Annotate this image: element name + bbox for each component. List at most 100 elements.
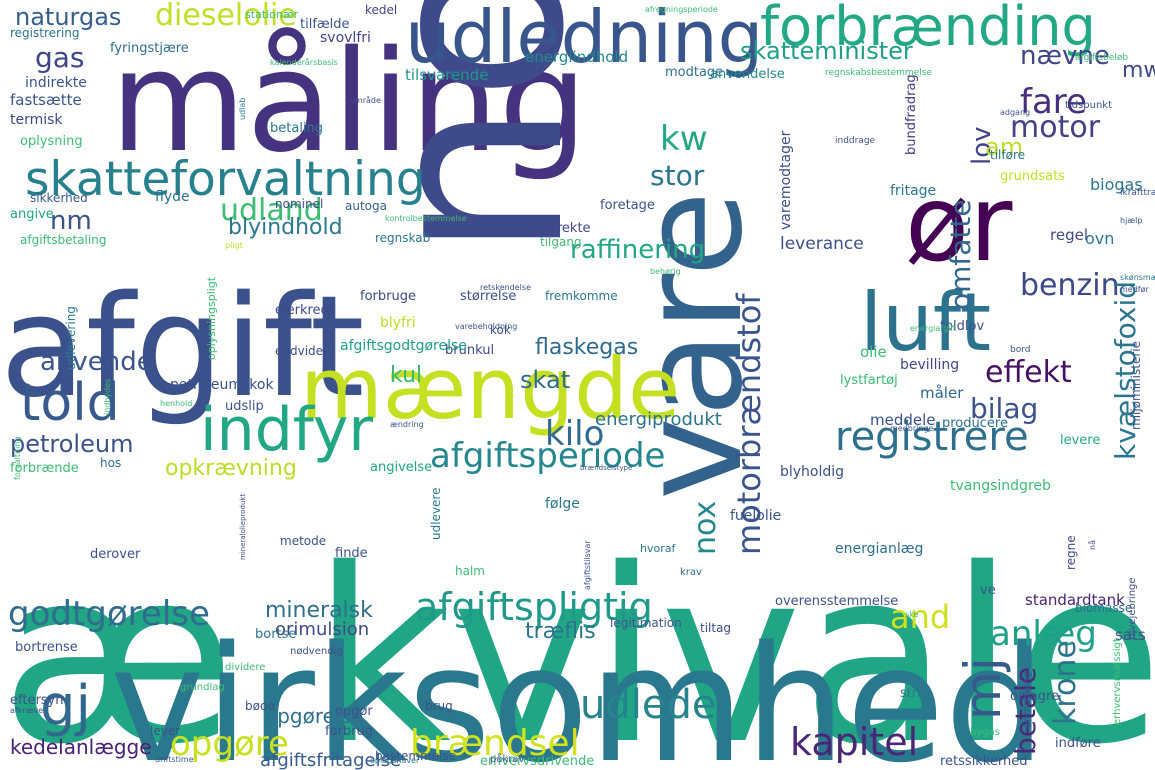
cloud-word: ejerkreds <box>275 303 336 318</box>
cloud-word: foretage <box>600 198 655 213</box>
cloud-word: fyringstjære <box>110 41 189 56</box>
cloud-word: energiafgift <box>910 324 956 333</box>
cloud-word: bord <box>1010 345 1030 355</box>
cloud-word: blyfri <box>380 315 416 331</box>
cloud-word: udlede <box>580 682 716 728</box>
cloud-word: sikkerhed <box>30 191 88 205</box>
cloud-word: no <box>328 0 619 260</box>
cloud-word: bevilling <box>900 357 959 373</box>
cloud-word: afgiftsfritagelse <box>260 750 401 770</box>
cloud-word: and <box>890 598 950 636</box>
cloud-word: mineralsk <box>265 598 373 623</box>
cloud-word: svovlfri <box>320 30 371 46</box>
cloud-word: afgiftsgodtgørelse <box>340 338 467 354</box>
cloud-word: godtgørelse <box>8 594 210 634</box>
cloud-word: hvoraf <box>640 542 676 555</box>
cloud-word: overensstemmelse <box>775 594 898 609</box>
cloud-word: grundlag <box>180 682 225 693</box>
cloud-word: æ kvivalent <box>0 517 1155 770</box>
cloud-word: opgør <box>335 704 373 719</box>
cloud-word: dieselolie <box>155 0 297 33</box>
cloud-word: bortse <box>255 627 296 642</box>
cloud-word: bortrense <box>15 640 78 655</box>
cloud-word: regel <box>1050 226 1088 244</box>
cloud-word: angivelse <box>370 460 432 475</box>
cloud-word: forbruge <box>360 289 416 304</box>
cloud-word: brændsel <box>410 723 580 764</box>
cloud-word: toldlov <box>940 319 984 334</box>
cloud-word: orimulsion <box>275 619 369 640</box>
cloud-word: omfatte <box>944 199 977 310</box>
cloud-word: bestemmelse <box>375 749 456 763</box>
cloud-word: energiprodukt <box>595 409 722 430</box>
cloud-word: pligt <box>225 241 243 250</box>
cloud-word: virksomhed <box>110 611 1046 770</box>
cloud-word: motor <box>1010 110 1101 145</box>
cloud-word: sats <box>1115 626 1146 644</box>
cloud-word: bøde <box>245 699 275 713</box>
cloud-word: udledning <box>405 0 763 79</box>
cloud-word: medbringe <box>890 424 934 433</box>
cloud-word: opgøre <box>170 724 289 764</box>
cloud-word: medfør <box>1120 285 1150 294</box>
cloud-word: henhold <box>160 399 192 408</box>
cloud-word: kw <box>660 119 708 159</box>
cloud-word: told <box>20 373 120 433</box>
cloud-word: udland <box>220 193 323 228</box>
cloud-word: driftstime <box>155 755 194 764</box>
cloud-word: skatteminister <box>740 37 913 65</box>
cloud-word: hos <box>100 456 121 470</box>
cloud-word: afgift <box>0 266 365 429</box>
cloud-word: petroleum <box>10 430 133 458</box>
cloud-word: tilsvarende <box>405 66 488 84</box>
cloud-word: energianlæg <box>835 541 923 557</box>
cloud-word: indirekte <box>25 75 87 91</box>
cloud-word: mw <box>1122 58 1155 83</box>
cloud-word: ør <box>905 163 1013 285</box>
cloud-word: forbrænde <box>10 461 79 476</box>
cloud-word: anlæg <box>990 614 1097 654</box>
cloud-word: olie <box>860 343 887 361</box>
cloud-word: tilfælde <box>300 17 350 32</box>
cloud-word: skatteforvaltning <box>25 152 426 207</box>
cloud-word: finde <box>335 546 368 561</box>
cloud-word: halm <box>455 564 485 578</box>
cloud-word: blyholdig <box>780 464 844 480</box>
cloud-word: brunkul <box>445 343 494 358</box>
cloud-word: mj <box>954 657 1012 720</box>
cloud-word: tilvejebringe <box>1127 577 1138 640</box>
cloud-word: ve <box>980 583 996 598</box>
cloud-word: regnskab <box>375 231 430 245</box>
cloud-word: endvidere <box>275 344 335 358</box>
cloud-word: kapitel <box>790 720 918 764</box>
cloud-word: følge <box>545 496 580 512</box>
cloud-word: biogas <box>1090 175 1143 194</box>
cloud-word: lov <box>967 126 997 165</box>
cloud-word: betaling <box>270 121 323 136</box>
cloud-word: hjælp <box>1120 216 1142 225</box>
cloud-word: adgang <box>1000 108 1030 117</box>
cloud-word: mineralolieprodukt <box>239 494 247 560</box>
cloud-word: kalenderårsbasis <box>270 57 338 67</box>
cloud-word: brændselstype <box>580 464 632 472</box>
cloud-word: lystfartøj <box>840 373 898 388</box>
cloud-word: gas <box>35 41 85 74</box>
cloud-word: grundsats <box>1000 169 1065 184</box>
cloud-word: forbrænding <box>760 0 1096 58</box>
cloud-word: nm <box>50 206 92 236</box>
cloud-word: regnskabsbestemmelse <box>825 68 932 78</box>
cloud-word: fare <box>1020 82 1087 122</box>
cloud-word: måling <box>110 21 588 184</box>
cloud-word: stor <box>650 159 705 192</box>
cloud-word: fastsætte <box>10 91 82 109</box>
cloud-word: fuelolie <box>730 508 781 524</box>
cloud-word: bygas <box>970 727 1000 738</box>
cloud-word: måler <box>920 384 964 402</box>
cloud-word: modtage <box>665 65 723 80</box>
cloud-word: motorbrændstof <box>730 293 768 555</box>
cloud-word: oplagre <box>1010 689 1059 704</box>
cloud-word: eftersyn <box>10 693 64 708</box>
cloud-word: tvangsindgreb <box>950 478 1051 494</box>
cloud-word: petroleumskok <box>170 377 274 393</box>
cloud-word: område <box>350 95 381 105</box>
